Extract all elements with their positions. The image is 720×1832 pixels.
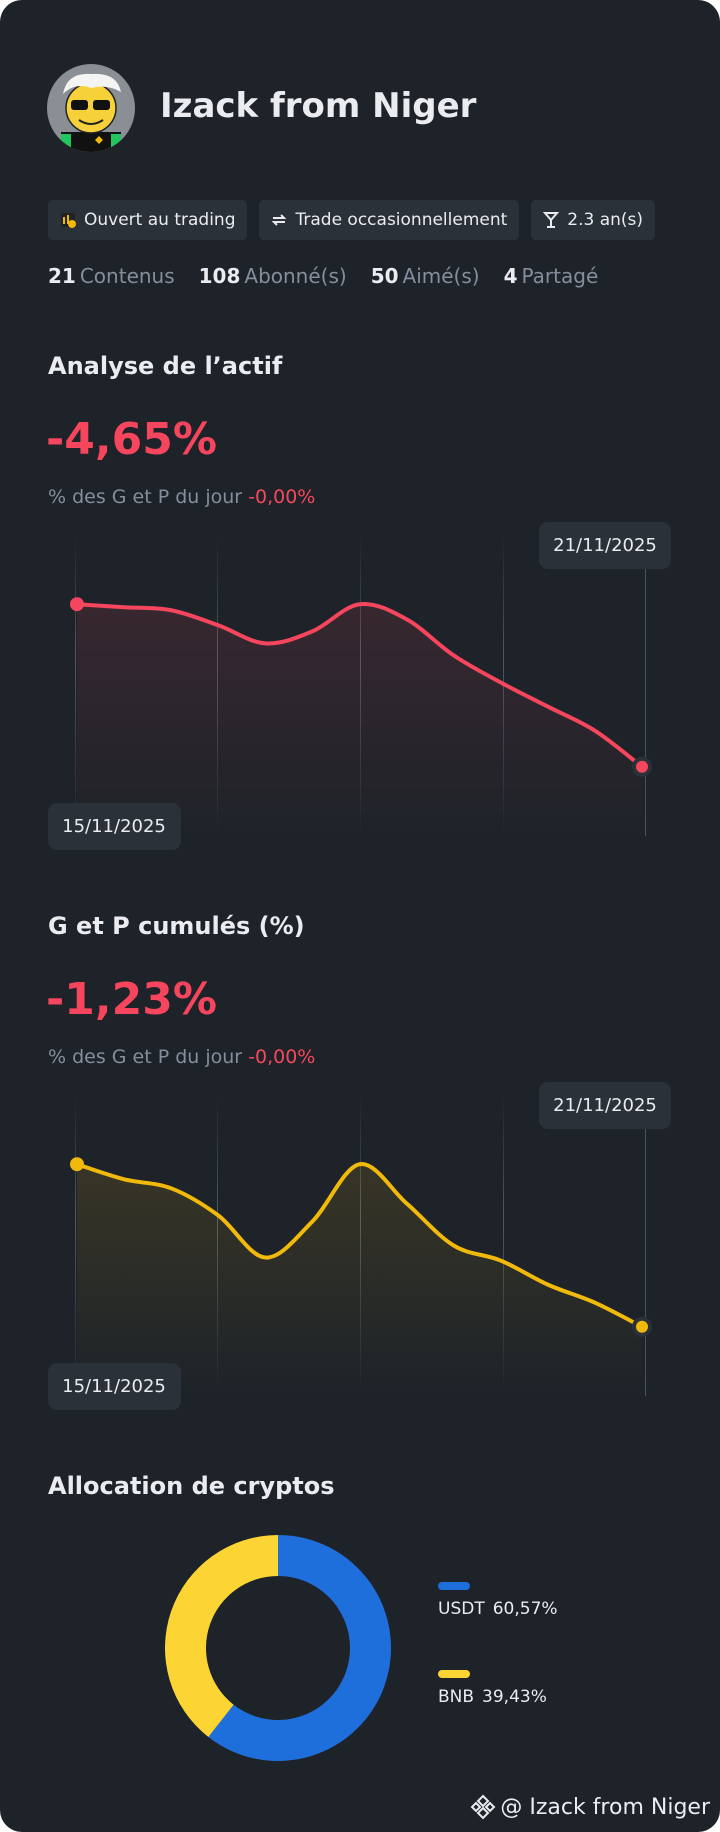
subtitle-label: % des G et P du jour (48, 1046, 243, 1068)
end-point (636, 760, 648, 773)
stat: 21 Contenus (48, 264, 175, 288)
line-area (77, 603, 642, 836)
start-point (70, 597, 84, 612)
start-date: 15/11/2025 (62, 816, 166, 837)
section-title: G et P cumulés (%) (48, 912, 305, 940)
tag-icon (543, 212, 560, 228)
vertical-guide (75, 535, 76, 836)
stat: 108 Abonné(s) (199, 264, 347, 288)
legend-swatch (438, 1582, 470, 1590)
headline-value: -1,23% (46, 974, 217, 1025)
footer-handle: @ Izack from Niger (500, 1794, 710, 1820)
stat: 50 Aimé(s) (371, 264, 480, 288)
subtitle-label: % des G et P du jour (48, 486, 243, 508)
stat-label: Aimé(s) (402, 264, 480, 288)
end-date-box (539, 522, 671, 569)
end-date-box (539, 1082, 671, 1129)
tag-label: Ouvert au trading (84, 210, 236, 230)
legend-entry: BNB 39,43% (438, 1687, 547, 1707)
tag: Ouvert au trading (48, 200, 248, 240)
line-area (77, 1164, 642, 1396)
donut-chart (165, 1535, 391, 1761)
stat: 4 Partagé (504, 264, 599, 288)
legend-label: USDT (438, 1599, 485, 1619)
vertical-guide (75, 1095, 76, 1396)
tag-icon (61, 213, 76, 228)
legend-swatch (438, 1670, 470, 1678)
vertical-guide (503, 1095, 504, 1396)
donut-segment (208, 1535, 391, 1761)
stat-value: 4 (503, 264, 518, 288)
stat-label: Partagé (521, 264, 599, 288)
subtitle: % des G et P du jour -0,00% (48, 486, 315, 508)
daily-change: -0,00% (248, 1046, 316, 1068)
stat-value: 108 (198, 264, 241, 288)
end-point (636, 1320, 648, 1333)
start-date-box (48, 1363, 181, 1410)
tag-icon (272, 214, 287, 226)
section-title: Analyse de l’actif (48, 352, 283, 380)
tag: Trade occasionnellement (259, 200, 520, 240)
donut-segment (165, 1535, 278, 1737)
subtitle: % des G et P du jour -0,00% (48, 1046, 315, 1068)
section-title: Allocation de cryptos (48, 1472, 335, 1500)
legend-value: 60,57% (492, 1599, 558, 1619)
stat-label: Abonné(s) (244, 264, 347, 288)
end-date: 21/11/2025 (553, 535, 657, 556)
end-date: 21/11/2025 (553, 1095, 657, 1116)
line-chart: 21/11/2025 15/11/2025 (48, 1082, 671, 1410)
daily-change: -0,00% (248, 486, 316, 508)
stats-row: 21 Contenus 108 Abonné(s) 50 Aimé(s) 4 Partagé (48, 264, 598, 288)
stat-value: 50 (370, 264, 399, 288)
tag-row: Ouvert au trading Trade occasionnellement… (48, 200, 656, 240)
start-date: 15/11/2025 (62, 1376, 166, 1397)
stat-value: 21 (48, 264, 76, 288)
profile-name: Izack from Niger (160, 86, 477, 126)
logo (470, 1794, 496, 1820)
start-date-box (48, 803, 181, 850)
footer: @ Izack from Niger (470, 1794, 710, 1820)
end-guide (645, 1129, 646, 1396)
line (76, 1162, 643, 1329)
tag: 2.3 an(s) (531, 200, 656, 240)
end-guide (645, 569, 646, 836)
tag-label: 2.3 an(s) (567, 210, 644, 230)
line (76, 601, 644, 769)
avatar (47, 64, 135, 152)
start-point (70, 1157, 84, 1172)
line-chart: 21/11/2025 15/11/2025 (48, 522, 671, 850)
legend-label: BNB (438, 1687, 475, 1707)
legend-value: 39,43% (482, 1687, 547, 1707)
stat-label: Contenus (79, 264, 175, 288)
headline-value: -4,65% (46, 414, 217, 465)
legend-entry: USDT 60,57% (438, 1599, 558, 1619)
tag-label: Trade occasionnellement (295, 210, 508, 230)
